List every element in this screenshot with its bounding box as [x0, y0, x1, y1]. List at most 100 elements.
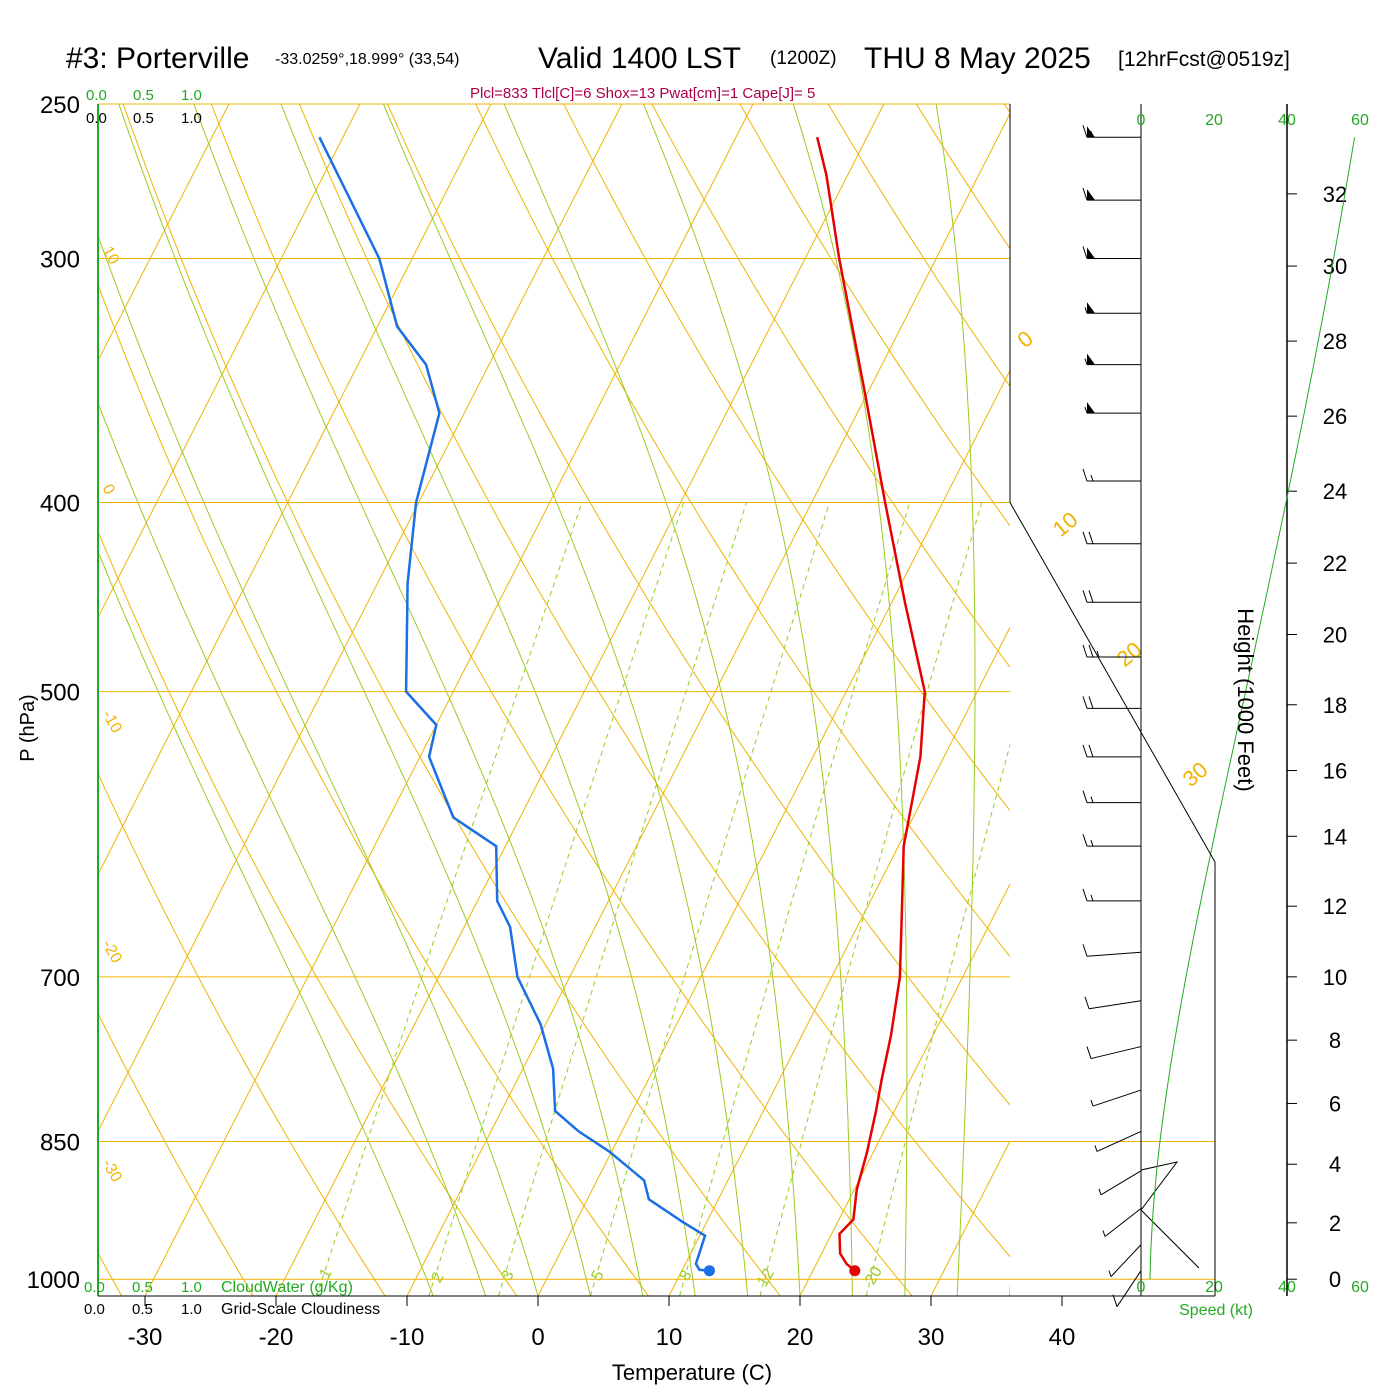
isotherm-line	[537, 369, 1010, 1296]
moist-adiabat-line	[503, 104, 801, 1296]
dry-adiabat-line	[98, 772, 386, 1296]
dry-adiabat-label: -20	[99, 938, 125, 967]
wind-barb-half	[1084, 307, 1088, 314]
height-tick-label: 20	[1323, 622, 1347, 647]
height-tick-label: 14	[1323, 824, 1347, 849]
temperature-tick-label: 10	[656, 1324, 683, 1351]
dry-adiabat-line	[1181, 104, 1400, 1296]
wind-barb-pennant	[1087, 126, 1095, 138]
surface-wind-trace	[1140, 1161, 1200, 1269]
wind-barb	[1082, 246, 1141, 260]
valid-time: Valid 1400 LST	[538, 42, 741, 75]
station-coords: -33.0259°,18.999° (33,54)	[275, 51, 459, 68]
moist-adiabat-line	[98, 550, 434, 1296]
pressure-tick-label: 250	[40, 92, 80, 119]
moist-adiabat-line	[280, 104, 696, 1296]
moist-adiabat-line	[193, 104, 644, 1296]
wind-barb	[1112, 1270, 1142, 1307]
pressure-tick-label: 400	[40, 490, 80, 517]
wind-barb	[1082, 888, 1141, 902]
wind-barb-flag	[1088, 531, 1094, 544]
temperature-tick-label: -20	[259, 1324, 294, 1351]
profiles	[318, 136, 927, 1277]
wind-barb-flag	[1082, 644, 1088, 658]
dry-adiabat-line	[122, 104, 781, 1296]
moist-adiabat-line	[1009, 1283, 1010, 1296]
isotherm-line	[275, 104, 885, 1296]
wind-barb	[1082, 531, 1141, 545]
isotherm-line	[799, 883, 1010, 1296]
pressure-tick-label: 1000	[27, 1267, 80, 1294]
wind-barb	[1082, 944, 1142, 957]
wind-barb	[1082, 187, 1141, 201]
wind-barb-staff	[1110, 1244, 1142, 1277]
wind-barb-half	[1084, 358, 1088, 365]
isotherm-line	[98, 104, 361, 619]
dry-adiabat-line	[298, 104, 1010, 1258]
speed-tick-bottom: 20	[1205, 1279, 1223, 1296]
wind-panel: 0020204040606002468101214161820222426283…	[1082, 104, 1369, 1307]
moist-adiabat-line	[383, 104, 749, 1296]
height-tick-label: 30	[1323, 254, 1347, 279]
pressure-tick-label: 500	[40, 680, 80, 707]
dry-adiabat-line	[475, 104, 1010, 958]
temperature-tick-label: -30	[128, 1324, 163, 1351]
dry-adiabat-line	[98, 1012, 254, 1296]
wind-barb-half	[1090, 1099, 1094, 1107]
wind-barb-flag	[1088, 590, 1094, 603]
dry-adiabat-label: -10	[99, 708, 125, 737]
wind-barb-flag	[1082, 790, 1088, 803]
isotherm-line	[98, 104, 230, 362]
wind-barb-flag	[1082, 696, 1088, 709]
mixing-ratio-line	[589, 502, 830, 1296]
wind-barb-flag	[1082, 468, 1088, 482]
moist-adiabat-line	[98, 234, 539, 1296]
isotherm-line	[144, 104, 754, 1296]
wind-barb-flag	[1082, 744, 1088, 758]
wind-barb-staff	[1104, 1208, 1142, 1237]
wind-barb-half	[1090, 796, 1094, 803]
x-axis-title: Temperature (C)	[612, 1360, 772, 1385]
top-cloud-scale-2: 1.0	[181, 110, 202, 127]
speed-tick-bottom: 0	[1137, 1279, 1146, 1296]
wind-barb	[1082, 644, 1141, 658]
height-tick-label: 10	[1323, 965, 1347, 990]
wind-barb	[1082, 125, 1141, 138]
wind-barb	[1084, 996, 1142, 1010]
height-tick-label: 2	[1329, 1211, 1341, 1236]
temperature-tick-label: -10	[390, 1324, 425, 1351]
wind-barb	[1082, 744, 1141, 758]
pressure-tick-label: 300	[40, 247, 80, 274]
wind-barb	[1084, 402, 1141, 414]
wind-barb	[1102, 1208, 1142, 1237]
y-axis-title: P (hPa)	[17, 694, 39, 761]
zulu-time: (1200Z)	[770, 48, 837, 69]
height-tick-label: 12	[1323, 894, 1347, 919]
speed-tick-top: 20	[1205, 112, 1223, 129]
dry-adiabat-line	[563, 104, 1010, 812]
top-cw-scale-2: 1.0	[181, 87, 202, 104]
wind-barb-half	[1098, 1188, 1102, 1196]
temperature-tick-label: 0	[531, 1324, 544, 1351]
dry-adiabat-line	[98, 530, 518, 1296]
isotherm-line	[668, 626, 1010, 1296]
wind-barb-half	[1096, 650, 1100, 658]
wind-barb-half	[1102, 1230, 1106, 1237]
forecast-label: [12hrFcst@0519z]	[1118, 48, 1290, 71]
speed-axis-title: Speed (kt)	[1179, 1302, 1253, 1319]
height-tick-label: 24	[1323, 479, 1347, 504]
moist-adiabat-label: 0	[1012, 326, 1037, 353]
height-tick-label: 18	[1323, 693, 1347, 718]
isotherm-line	[98, 104, 623, 1133]
dry-adiabat-line	[739, 104, 1010, 527]
wind-barb-flag	[1082, 944, 1088, 957]
pressure-tick-label: 700	[40, 965, 80, 992]
cloudiness-label: Grid-Scale Cloudiness	[221, 1301, 380, 1318]
wind-barb	[1090, 1089, 1142, 1107]
height-axis-title: Height (1000 Feet)	[1233, 608, 1258, 791]
wind-barb-half	[1090, 840, 1094, 847]
moist-adiabat-line	[118, 104, 591, 1296]
moist-adiabat-label: 10	[1048, 507, 1083, 542]
